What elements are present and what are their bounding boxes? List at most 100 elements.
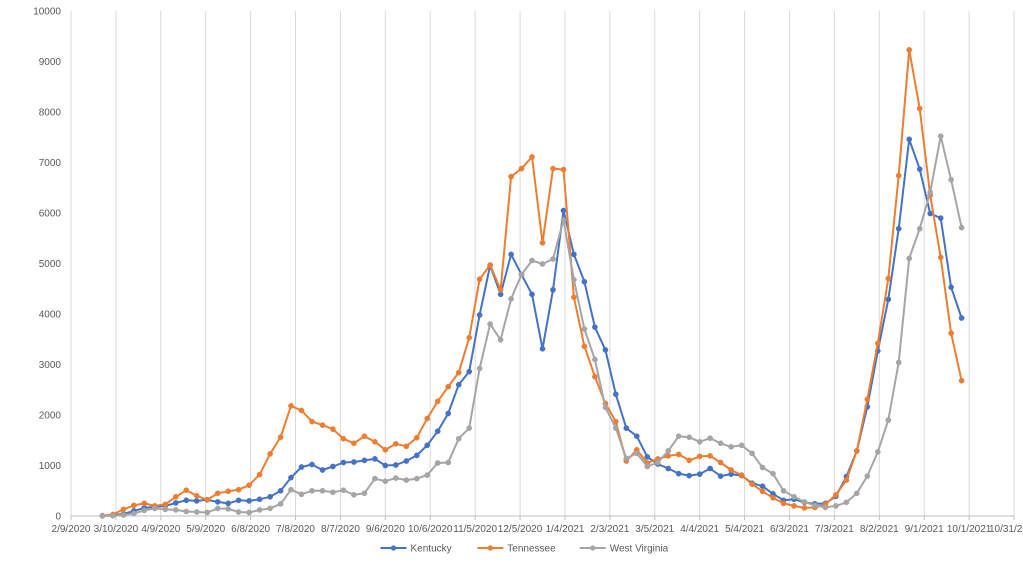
data-point: [592, 356, 598, 363]
data-point: [235, 509, 242, 515]
data-point: [654, 459, 661, 466]
data-point: [267, 505, 273, 512]
data-point: [612, 425, 619, 431]
data-point: [665, 448, 672, 454]
data-point: [319, 487, 326, 494]
data-point: [686, 457, 693, 464]
data-point: [487, 321, 493, 327]
legend-label: West Virginia: [610, 544, 669, 555]
data-point: [466, 368, 473, 375]
data-point: [874, 340, 881, 347]
data-point: [717, 473, 724, 479]
data-point: [560, 217, 567, 223]
x-tick-label: 10/1/2021: [947, 524, 992, 535]
legend-swatch-marker: [487, 545, 493, 551]
data-point: [937, 133, 944, 140]
legend-item-west-virginia: West Virginia: [579, 544, 669, 555]
data-point: [256, 507, 263, 513]
data-point: [455, 381, 462, 388]
x-tick-label: 7/8/2020: [276, 524, 315, 535]
data-point: [382, 462, 389, 469]
data-point: [874, 449, 881, 455]
data-point: [633, 450, 640, 457]
data-point: [141, 500, 148, 507]
data-point: [696, 453, 703, 460]
data-point: [518, 271, 525, 278]
data-point: [413, 452, 420, 459]
x-tick-label: 12/5/2020: [498, 524, 543, 535]
data-point: [738, 472, 745, 478]
legend: Kentucky Tennessee West Virginia: [380, 544, 669, 555]
data-point: [581, 343, 588, 350]
data-point: [372, 438, 378, 445]
data-point: [759, 464, 766, 471]
data-point: [204, 509, 211, 516]
data-point: [853, 448, 860, 454]
data-point: [330, 426, 336, 432]
data-point: [214, 505, 221, 512]
data-point: [822, 504, 829, 511]
legend-swatch-marker: [390, 545, 397, 551]
data-point: [403, 477, 410, 483]
data-point: [707, 465, 713, 472]
data-point: [298, 491, 305, 498]
data-point: [434, 398, 441, 405]
data-point: [392, 462, 399, 468]
data-point: [361, 490, 368, 497]
data-point: [550, 165, 556, 172]
data-point: [434, 428, 441, 435]
data-point: [193, 498, 200, 504]
data-point: [225, 500, 232, 507]
data-point: [759, 483, 766, 490]
data-point: [885, 296, 892, 303]
x-tick-label: 8/7/2020: [321, 524, 360, 535]
data-point: [172, 500, 179, 506]
x-tick-label: 9/1/2021: [905, 524, 944, 535]
data-point: [529, 291, 535, 298]
data-point: [298, 407, 305, 414]
data-point: [717, 440, 724, 447]
legend-label: Kentucky: [411, 544, 452, 555]
data-point: [644, 454, 651, 460]
data-point: [288, 474, 294, 481]
data-point: [728, 443, 734, 450]
data-point: [288, 486, 294, 493]
data-point: [612, 391, 619, 398]
data-point: [445, 410, 452, 417]
data-point: [958, 315, 965, 321]
y-tick-label: 2000: [39, 411, 62, 422]
data-point: [256, 496, 263, 503]
data-point: [801, 499, 808, 505]
data-point: [550, 286, 556, 293]
data-point: [707, 453, 713, 459]
data-point: [529, 154, 535, 160]
data-point: [581, 326, 588, 332]
data-point: [330, 489, 336, 496]
data-point: [172, 493, 179, 500]
data-point: [361, 433, 368, 440]
y-tick-label: 10000: [33, 7, 61, 18]
data-point: [298, 464, 305, 470]
x-tick-label: 3/5/2021: [635, 524, 674, 535]
data-point: [571, 294, 577, 301]
x-tick-label: 3/10/2020: [94, 524, 139, 535]
data-point: [246, 509, 252, 516]
data-point: [351, 459, 357, 465]
data-point: [225, 488, 232, 495]
data-point: [340, 435, 347, 442]
data-point: [214, 499, 221, 505]
data-point: [602, 347, 609, 353]
data-point: [476, 365, 483, 372]
data-point: [466, 425, 473, 431]
data-point: [413, 434, 420, 441]
data-point: [780, 500, 787, 507]
data-point: [288, 403, 294, 409]
legend-label: Tennessee: [507, 544, 556, 555]
data-point: [508, 251, 514, 258]
data-point: [665, 465, 672, 472]
data-point: [916, 225, 923, 232]
data-point: [392, 440, 399, 447]
data-point: [948, 284, 954, 291]
x-tick-label: 5/9/2020: [186, 524, 225, 535]
